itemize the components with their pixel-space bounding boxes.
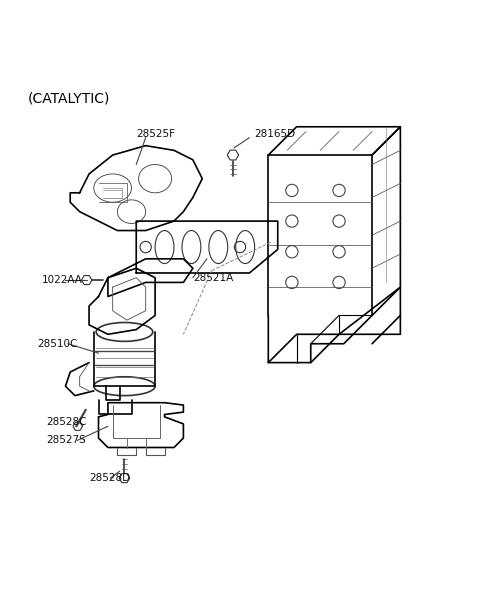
Text: 28528D: 28528D [89, 473, 130, 483]
Text: 28165D: 28165D [254, 129, 295, 139]
Text: 28527S: 28527S [47, 435, 86, 446]
Text: (CATALYTIC): (CATALYTIC) [28, 91, 110, 105]
Text: 1022AA: 1022AA [42, 275, 83, 285]
Text: 28528C: 28528C [47, 417, 87, 427]
Text: 28525F: 28525F [136, 129, 175, 139]
Text: 28510C: 28510C [37, 338, 78, 349]
Text: 28521A: 28521A [193, 273, 233, 283]
